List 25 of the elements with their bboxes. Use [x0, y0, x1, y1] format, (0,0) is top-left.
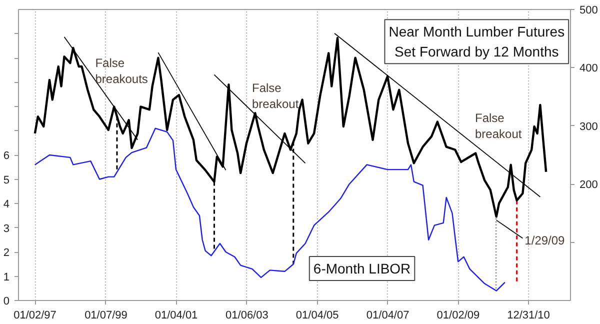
x-tick-label: 01/06/03: [226, 310, 268, 322]
annotation: False breakout: [252, 80, 300, 111]
y-tick-label: 6: [3, 150, 10, 162]
annotation: 1/29/09: [524, 234, 566, 248]
y-tick-label: 4: [3, 198, 10, 210]
annotation: False breakout: [475, 110, 522, 141]
x-tick-label: 01/02/09: [436, 310, 480, 322]
x-tick-label: 12/31/10: [507, 310, 550, 322]
y-tick-label: 0: [3, 296, 10, 308]
x-tick-label: 01/07/99: [84, 310, 128, 322]
y-tick-label: 1: [3, 271, 10, 284]
x-tick-label: 01/04/05: [296, 310, 339, 322]
series-label: Near Month Lumber Futures Set Forward by 12 Months: [388, 24, 565, 60]
y2-tick-label: 300: [580, 120, 598, 133]
annotation: False breakouts: [95, 56, 148, 86]
x-tick-label: 01/04/01: [154, 310, 198, 322]
y2-tick-label: 500: [580, 4, 598, 16]
y2-tick-label: 200: [580, 179, 598, 192]
y-tick-label: 5: [3, 174, 10, 186]
y2-tick-label: 400: [580, 62, 598, 75]
y-tick-label: 3: [3, 222, 10, 235]
x-tick-label: 01/04/07: [366, 310, 410, 322]
y-tick-label: 2: [3, 247, 10, 259]
x-tick-label: 01/02/97: [14, 310, 56, 322]
series-label: 6-Month LIBOR: [313, 260, 411, 276]
